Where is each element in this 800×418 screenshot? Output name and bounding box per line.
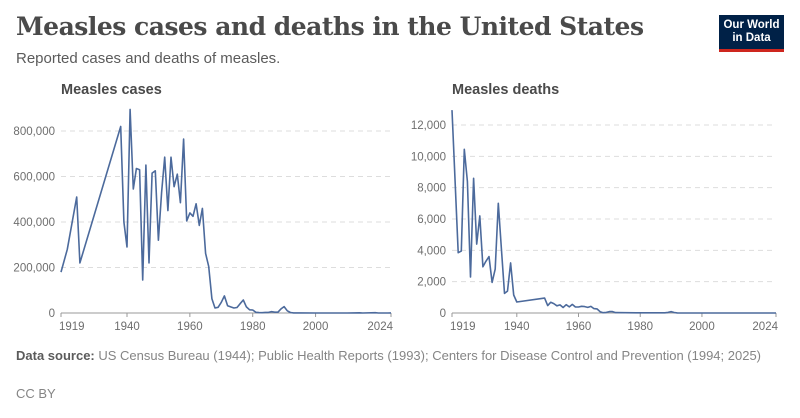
cases-series-line <box>60 108 392 314</box>
cases-chart: 0 200,000 400,000 600,000 800,000 1919 1940 196… <box>13 108 394 333</box>
y-tick-label: 10,000 <box>411 151 446 163</box>
y-tick-label: 6,000 <box>417 214 446 226</box>
x-tick-label: 2024 <box>752 321 778 333</box>
x-tick-label: 1960 <box>177 321 203 333</box>
deaths-panel-title: Measles deaths <box>452 82 560 98</box>
x-tick-label: 1940 <box>114 321 140 333</box>
y-tick-label: 12,000 <box>411 120 446 132</box>
x-tick-label: 1980 <box>627 321 653 333</box>
x-tick-label: 1940 <box>504 321 530 333</box>
y-tick-label: 4,000 <box>417 245 446 257</box>
y-tick-label: 200,000 <box>13 263 55 275</box>
y-tick-label: 600,000 <box>13 172 55 184</box>
cases-panel-title: Measles cases <box>61 82 162 98</box>
x-tick-label: 1919 <box>59 321 85 333</box>
x-tick-label: 2000 <box>689 321 715 333</box>
chart-title: Measles cases and deaths in the United S… <box>16 12 644 41</box>
source-text: US Census Bureau (1944); Public Health R… <box>98 348 762 363</box>
x-tick-label: 2024 <box>367 321 393 333</box>
y-tick-label: 0 <box>440 308 446 320</box>
x-tick-label: 1960 <box>566 321 592 333</box>
x-tick-label: 2000 <box>303 321 329 333</box>
x-tick-label: 1919 <box>450 321 476 333</box>
y-tick-label: 800,000 <box>13 126 55 138</box>
y-tick-label: 400,000 <box>13 217 55 229</box>
deaths-series-line <box>451 110 776 314</box>
source-label: Data source: <box>16 348 95 363</box>
chart-subtitle: Reported cases and deaths of measles. <box>16 50 281 67</box>
x-tick-label: 1980 <box>240 321 266 333</box>
owid-logo[interactable]: Our World in Data <box>719 15 784 52</box>
y-tick-label: 0 <box>49 308 55 320</box>
data-source: Data source: US Census Bureau (1944); Pu… <box>16 347 776 364</box>
license-link[interactable]: CC BY <box>16 386 56 401</box>
y-tick-label: 8,000 <box>417 183 446 195</box>
y-tick-label: 2,000 <box>417 277 446 289</box>
deaths-chart: 0 2,000 4,000 6,000 8,000 10,000 12,000 1919 194… <box>411 110 779 333</box>
